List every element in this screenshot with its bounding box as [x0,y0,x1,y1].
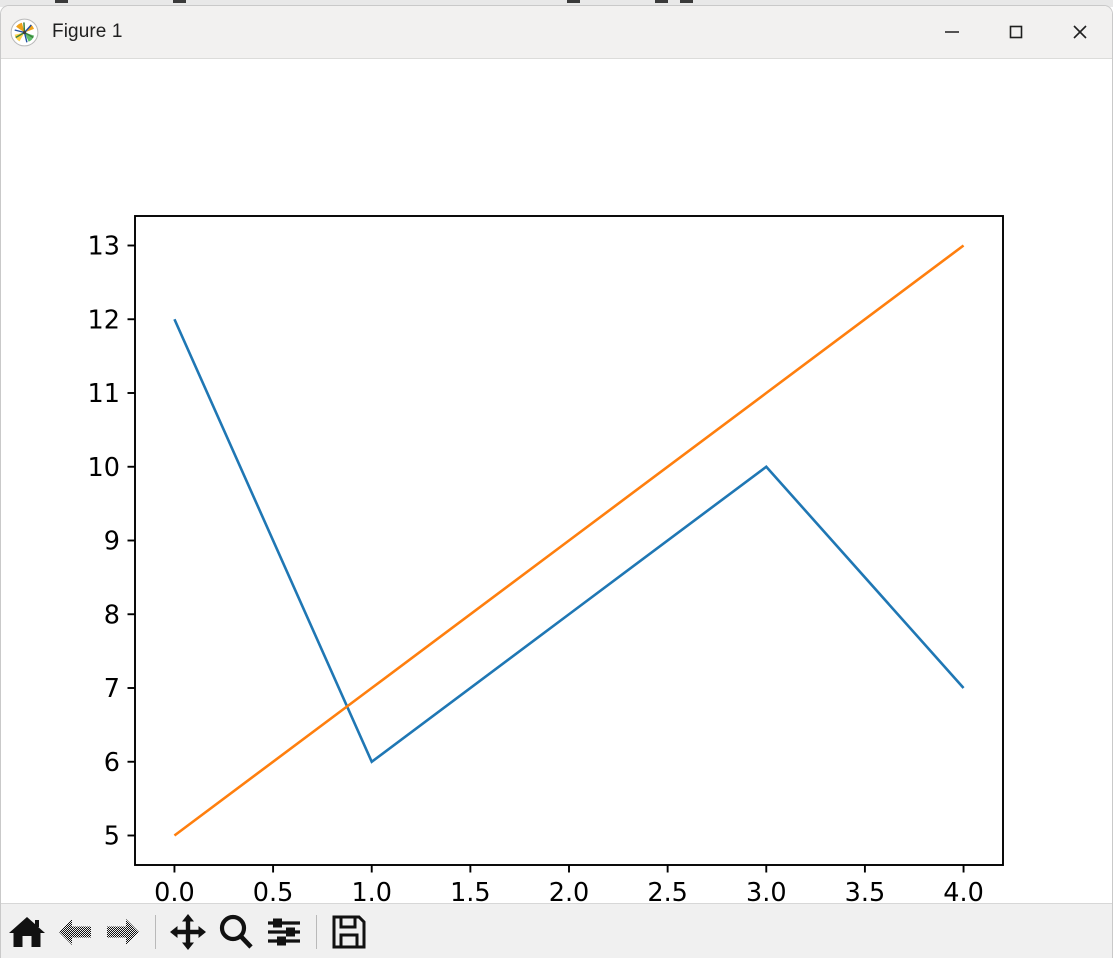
window-controls [920,6,1112,58]
x-tick-label: 3.5 [845,878,886,903]
line-series-2 [173,244,965,837]
y-tick-label: 12 [88,305,120,335]
y-tick-label: 10 [88,453,120,483]
minimize-button[interactable] [920,6,984,58]
y-tick-label: 9 [104,527,120,557]
zoom-button[interactable] [212,908,260,956]
toolbar-separator [316,914,317,949]
window-title: Figure 1 [52,21,123,42]
floppy-disk-icon [329,912,369,952]
background-mark [173,0,186,3]
x-tick-label: 1.5 [450,878,491,903]
toolbar-separator [155,914,156,949]
minimize-icon [942,22,962,42]
line-series-1 [173,318,965,764]
close-button[interactable] [1048,6,1112,58]
figure-canvas[interactable]: 0.0 0.5 1.0 1.5 2.0 2.5 3.0 3.5 4.0 5 6 7 8 9 10 11 12 1… [1,59,1112,903]
plot-lines [173,244,965,837]
y-tick-label: 7 [104,674,120,704]
x-axis: 0.0 0.5 1.0 1.5 2.0 2.5 3.0 3.5 4.0 [154,865,984,903]
move-cross-icon [168,912,208,952]
left-arrow-icon [55,912,95,952]
background-mark [655,0,668,3]
sliders-icon [264,912,304,952]
close-icon [1070,22,1090,42]
navigation-toolbar [1,903,1112,958]
magnifier-icon [216,912,256,952]
right-arrow-icon [103,912,143,952]
x-tick-label: 0.0 [154,878,195,903]
figure-window: Figure 1 [0,5,1113,958]
y-tick-label: 6 [104,748,120,778]
background-mark [567,0,580,3]
back-button[interactable] [51,908,99,956]
y-tick-label: 11 [88,379,120,409]
configure-subplots-button[interactable] [260,908,308,956]
x-tick-label: 2.0 [549,878,590,903]
x-tick-label: 3.0 [746,878,787,903]
x-tick-label: 2.5 [647,878,688,903]
title-bar: Figure 1 [1,6,1112,59]
home-icon [7,912,47,952]
y-tick-label: 5 [104,822,120,852]
matplotlib-logo-icon [10,18,39,47]
save-button[interactable] [325,908,373,956]
x-tick-label: 1.0 [351,878,392,903]
background-window-sliver [0,0,1113,7]
background-mark [55,0,68,3]
maximize-icon [1006,22,1026,42]
background-mark [680,0,693,3]
pan-button[interactable] [164,908,212,956]
x-tick-label: 4.0 [943,878,984,903]
y-tick-label: 8 [104,600,120,630]
home-button[interactable] [3,908,51,956]
y-tick-label: 13 [88,232,120,262]
matplotlib-axes[interactable]: 0.0 0.5 1.0 1.5 2.0 2.5 3.0 3.5 4.0 5 6 7 8 9 10 11 12 1… [1,59,1112,903]
y-axis: 5 6 7 8 9 10 11 12 13 [88,232,135,852]
x-tick-label: 0.5 [253,878,294,903]
forward-button[interactable] [99,908,147,956]
maximize-button[interactable] [984,6,1048,58]
